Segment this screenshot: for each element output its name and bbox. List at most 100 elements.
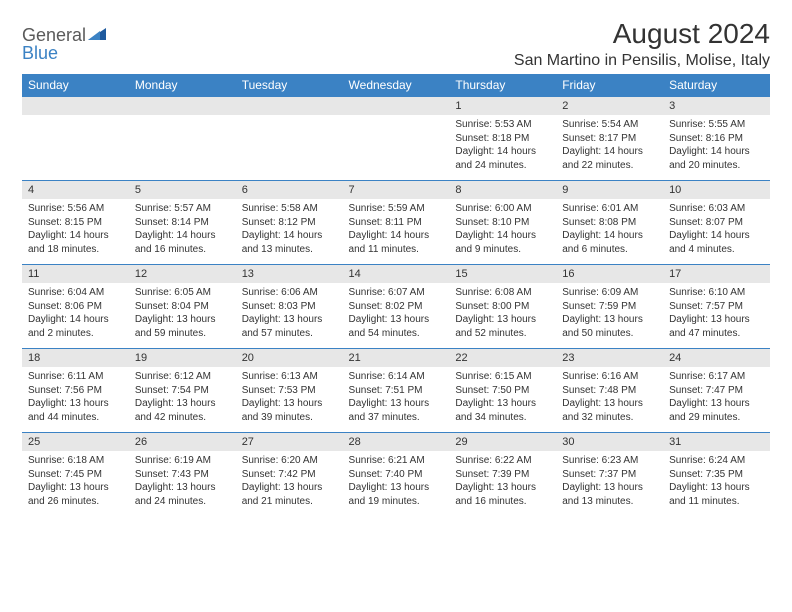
date-number: 8	[449, 180, 556, 199]
calendar-cell: 29Sunrise: 6:22 AMSunset: 7:39 PMDayligh…	[449, 432, 556, 516]
date-number: 15	[449, 264, 556, 283]
date-number: 7	[343, 180, 450, 199]
calendar-cell: 27Sunrise: 6:20 AMSunset: 7:42 PMDayligh…	[236, 432, 343, 516]
date-number: 20	[236, 348, 343, 367]
calendar-cell: 4Sunrise: 5:56 AMSunset: 8:15 PMDaylight…	[22, 180, 129, 264]
day-header: Thursday	[449, 74, 556, 96]
cell-body: Sunrise: 6:04 AMSunset: 8:06 PMDaylight:…	[22, 283, 129, 348]
calendar-cell: 8Sunrise: 6:00 AMSunset: 8:10 PMDaylight…	[449, 180, 556, 264]
date-number: 6	[236, 180, 343, 199]
brand-triangle-icon	[88, 26, 106, 44]
empty-date-bar	[236, 96, 343, 115]
calendar-cell: 22Sunrise: 6:15 AMSunset: 7:50 PMDayligh…	[449, 348, 556, 432]
calendar-cell: 6Sunrise: 5:58 AMSunset: 8:12 PMDaylight…	[236, 180, 343, 264]
calendar-cell: 25Sunrise: 6:18 AMSunset: 7:45 PMDayligh…	[22, 432, 129, 516]
date-number: 25	[22, 432, 129, 451]
cell-body: Sunrise: 6:21 AMSunset: 7:40 PMDaylight:…	[343, 451, 450, 516]
title-block: August 2024 San Martino in Pensilis, Mol…	[514, 18, 770, 70]
day-header: Sunday	[22, 74, 129, 96]
cell-body: Sunrise: 6:06 AMSunset: 8:03 PMDaylight:…	[236, 283, 343, 348]
brand-part1: General	[22, 26, 86, 44]
cell-body: Sunrise: 5:54 AMSunset: 8:17 PMDaylight:…	[556, 115, 663, 180]
cell-body: Sunrise: 6:17 AMSunset: 7:47 PMDaylight:…	[663, 367, 770, 432]
calendar-cell: 5Sunrise: 5:57 AMSunset: 8:14 PMDaylight…	[129, 180, 236, 264]
month-title: August 2024	[514, 18, 770, 50]
date-number: 14	[343, 264, 450, 283]
cell-body: Sunrise: 6:12 AMSunset: 7:54 PMDaylight:…	[129, 367, 236, 432]
empty-date-bar	[343, 96, 450, 115]
date-number: 3	[663, 96, 770, 115]
calendar-cell: 12Sunrise: 6:05 AMSunset: 8:04 PMDayligh…	[129, 264, 236, 348]
cell-body: Sunrise: 6:15 AMSunset: 7:50 PMDaylight:…	[449, 367, 556, 432]
date-number: 5	[129, 180, 236, 199]
calendar-table: SundayMondayTuesdayWednesdayThursdayFrid…	[22, 74, 770, 516]
cell-body: Sunrise: 6:08 AMSunset: 8:00 PMDaylight:…	[449, 283, 556, 348]
calendar-cell: 10Sunrise: 6:03 AMSunset: 8:07 PMDayligh…	[663, 180, 770, 264]
cell-body: Sunrise: 6:13 AMSunset: 7:53 PMDaylight:…	[236, 367, 343, 432]
calendar-cell	[22, 96, 129, 180]
cell-body: Sunrise: 6:22 AMSunset: 7:39 PMDaylight:…	[449, 451, 556, 516]
brand-part2: Blue	[22, 44, 106, 62]
calendar-cell: 13Sunrise: 6:06 AMSunset: 8:03 PMDayligh…	[236, 264, 343, 348]
calendar-cell: 2Sunrise: 5:54 AMSunset: 8:17 PMDaylight…	[556, 96, 663, 180]
date-number: 18	[22, 348, 129, 367]
brand-logo: GeneralBlue	[22, 26, 106, 62]
cell-body: Sunrise: 6:07 AMSunset: 8:02 PMDaylight:…	[343, 283, 450, 348]
cell-body: Sunrise: 6:01 AMSunset: 8:08 PMDaylight:…	[556, 199, 663, 264]
location-label: San Martino in Pensilis, Molise, Italy	[514, 52, 770, 70]
calendar-week-row: 4Sunrise: 5:56 AMSunset: 8:15 PMDaylight…	[22, 180, 770, 264]
calendar-cell: 9Sunrise: 6:01 AMSunset: 8:08 PMDaylight…	[556, 180, 663, 264]
day-header: Friday	[556, 74, 663, 96]
date-number: 31	[663, 432, 770, 451]
calendar-cell: 1Sunrise: 5:53 AMSunset: 8:18 PMDaylight…	[449, 96, 556, 180]
calendar-cell	[343, 96, 450, 180]
calendar-week-row: 11Sunrise: 6:04 AMSunset: 8:06 PMDayligh…	[22, 264, 770, 348]
date-number: 4	[22, 180, 129, 199]
cell-body: Sunrise: 6:10 AMSunset: 7:57 PMDaylight:…	[663, 283, 770, 348]
date-number: 13	[236, 264, 343, 283]
date-number: 28	[343, 432, 450, 451]
date-number: 29	[449, 432, 556, 451]
date-number: 30	[556, 432, 663, 451]
calendar-cell: 15Sunrise: 6:08 AMSunset: 8:00 PMDayligh…	[449, 264, 556, 348]
date-number: 1	[449, 96, 556, 115]
calendar-cell: 20Sunrise: 6:13 AMSunset: 7:53 PMDayligh…	[236, 348, 343, 432]
date-number: 23	[556, 348, 663, 367]
day-header: Wednesday	[343, 74, 450, 96]
calendar-cell: 3Sunrise: 5:55 AMSunset: 8:16 PMDaylight…	[663, 96, 770, 180]
page-header: GeneralBlue August 2024 San Martino in P…	[22, 18, 770, 70]
cell-body: Sunrise: 6:14 AMSunset: 7:51 PMDaylight:…	[343, 367, 450, 432]
cell-body: Sunrise: 6:23 AMSunset: 7:37 PMDaylight:…	[556, 451, 663, 516]
empty-cell-body	[343, 115, 450, 175]
empty-date-bar	[129, 96, 236, 115]
empty-cell-body	[236, 115, 343, 175]
empty-cell-body	[129, 115, 236, 175]
cell-body: Sunrise: 5:57 AMSunset: 8:14 PMDaylight:…	[129, 199, 236, 264]
date-number: 16	[556, 264, 663, 283]
date-number: 22	[449, 348, 556, 367]
calendar-week-row: 25Sunrise: 6:18 AMSunset: 7:45 PMDayligh…	[22, 432, 770, 516]
cell-body: Sunrise: 5:53 AMSunset: 8:18 PMDaylight:…	[449, 115, 556, 180]
day-header: Saturday	[663, 74, 770, 96]
cell-body: Sunrise: 6:05 AMSunset: 8:04 PMDaylight:…	[129, 283, 236, 348]
cell-body: Sunrise: 5:59 AMSunset: 8:11 PMDaylight:…	[343, 199, 450, 264]
day-header: Tuesday	[236, 74, 343, 96]
cell-body: Sunrise: 6:18 AMSunset: 7:45 PMDaylight:…	[22, 451, 129, 516]
cell-body: Sunrise: 6:16 AMSunset: 7:48 PMDaylight:…	[556, 367, 663, 432]
cell-body: Sunrise: 6:20 AMSunset: 7:42 PMDaylight:…	[236, 451, 343, 516]
calendar-cell: 7Sunrise: 5:59 AMSunset: 8:11 PMDaylight…	[343, 180, 450, 264]
calendar-cell	[236, 96, 343, 180]
empty-cell-body	[22, 115, 129, 175]
date-number: 12	[129, 264, 236, 283]
calendar-cell: 31Sunrise: 6:24 AMSunset: 7:35 PMDayligh…	[663, 432, 770, 516]
cell-body: Sunrise: 5:56 AMSunset: 8:15 PMDaylight:…	[22, 199, 129, 264]
day-header: Monday	[129, 74, 236, 96]
day-header-row: SundayMondayTuesdayWednesdayThursdayFrid…	[22, 74, 770, 96]
calendar-page: GeneralBlue August 2024 San Martino in P…	[0, 0, 792, 526]
date-number: 19	[129, 348, 236, 367]
cell-body: Sunrise: 6:09 AMSunset: 7:59 PMDaylight:…	[556, 283, 663, 348]
cell-body: Sunrise: 6:24 AMSunset: 7:35 PMDaylight:…	[663, 451, 770, 516]
calendar-cell: 24Sunrise: 6:17 AMSunset: 7:47 PMDayligh…	[663, 348, 770, 432]
calendar-body: 1Sunrise: 5:53 AMSunset: 8:18 PMDaylight…	[22, 96, 770, 516]
calendar-cell: 17Sunrise: 6:10 AMSunset: 7:57 PMDayligh…	[663, 264, 770, 348]
